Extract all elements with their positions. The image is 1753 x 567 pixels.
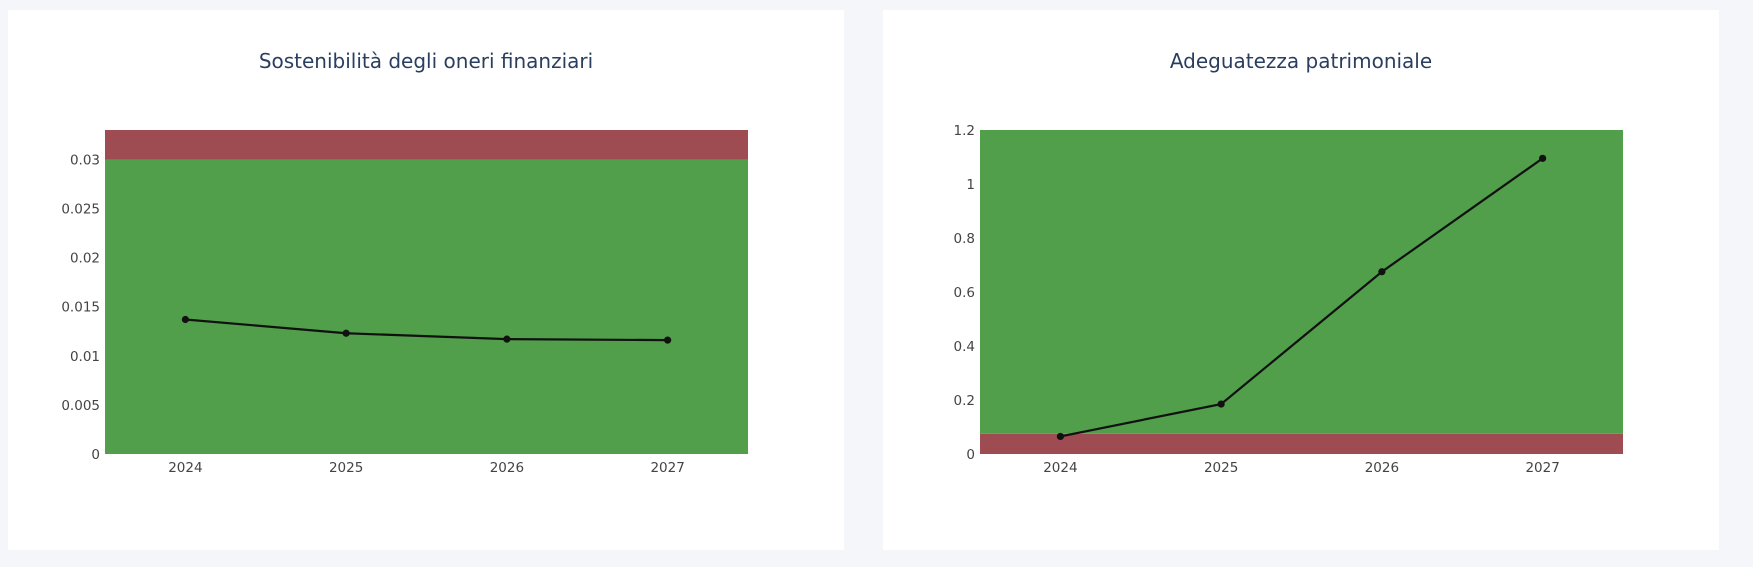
data-point[interactable] (1539, 154, 1547, 162)
x-tick-label: 2026 (1365, 460, 1399, 476)
y-tick-label: 0.4 (954, 339, 975, 355)
x-axis: 2024 2025 2026 2027 (1043, 460, 1560, 476)
x-tick-label: 2027 (650, 460, 684, 476)
data-point[interactable] (1056, 432, 1064, 441)
data-series (181, 315, 672, 344)
y-tick-label: 0.8 (954, 231, 975, 247)
y-tick-label: 0.025 (61, 202, 100, 218)
data-point[interactable] (1217, 400, 1225, 408)
y-tick-label: 0.005 (61, 398, 100, 414)
threshold-band-1 (105, 130, 748, 160)
y-tick-label: 0.6 (954, 285, 975, 301)
y-tick-label: 0 (966, 447, 975, 463)
threshold-band-0 (105, 159, 748, 455)
y-tick-label: 0 (91, 447, 100, 463)
y-tick-label: 1.2 (954, 123, 975, 139)
chart-svg-adeguatezza-patrimoniale: Adeguatezza patrimoniale 0 0.2 0.4 0.6 0.8 1 1… (954, 49, 1623, 476)
y-tick-label: 0.2 (954, 393, 975, 409)
chart-svg-oneri-finanziari: Sostenibilità degli oneri finanziari 0 0.… (61, 49, 748, 476)
y-axis: 0 0.005 0.01 0.015 0.02 0.025 0.03 (61, 152, 100, 463)
x-tick-label: 2026 (490, 460, 524, 476)
y-tick-label: 0.02 (70, 251, 100, 267)
x-tick-label: 2024 (168, 460, 202, 476)
series-line (185, 318, 668, 342)
data-point[interactable] (503, 335, 511, 343)
data-point[interactable] (181, 315, 189, 324)
threshold-band-1 (980, 130, 1623, 434)
data-point[interactable] (664, 336, 672, 344)
series-line (1060, 157, 1544, 438)
threshold-bands (980, 130, 1623, 454)
y-tick-label: 0.03 (70, 152, 100, 168)
x-tick-label: 2024 (1043, 460, 1077, 476)
y-tick-label: 0.015 (61, 300, 100, 316)
chart-title: Sostenibilità degli oneri finanziari (259, 49, 593, 73)
data-point[interactable] (1378, 268, 1386, 276)
x-tick-label: 2027 (1525, 460, 1559, 476)
y-tick-label: 1 (966, 177, 975, 193)
threshold-band-0 (980, 433, 1623, 454)
data-point[interactable] (342, 329, 350, 337)
x-tick-label: 2025 (1204, 460, 1238, 476)
chart-card-adeguatezza-patrimoniale: Adeguatezza patrimoniale 0 0.2 0.4 0.6 0.8 1 1… (883, 10, 1719, 550)
chart-title: Adeguatezza patrimoniale (1170, 49, 1432, 73)
x-tick-label: 2025 (329, 460, 363, 476)
data-series (1056, 154, 1547, 441)
x-axis: 2024 2025 2026 2027 (168, 460, 685, 476)
threshold-bands (105, 130, 748, 455)
y-tick-label: 0.01 (70, 349, 100, 365)
chart-card-oneri-finanziari: Sostenibilità degli oneri finanziari 0 0.… (8, 10, 844, 550)
y-axis: 0 0.2 0.4 0.6 0.8 1 1.2 (954, 123, 975, 463)
